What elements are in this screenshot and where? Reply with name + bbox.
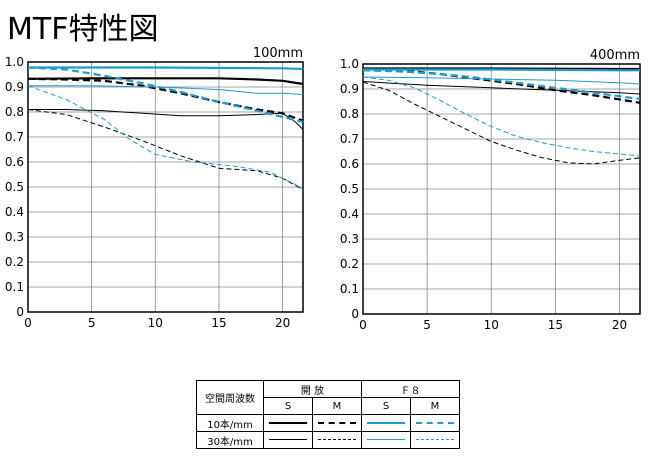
chart1-ytick-label: 0.7 bbox=[5, 130, 24, 144]
legend-swatch-f8-30-s bbox=[361, 431, 411, 449]
chart2-series-open-10-M bbox=[362, 68, 641, 104]
legend-col-open-s: S bbox=[263, 397, 313, 415]
chart2-ytick-label: 0.1 bbox=[340, 282, 359, 296]
chart1-ytick-label: 0.6 bbox=[5, 155, 24, 169]
legend-swatch-open-30-m bbox=[312, 431, 362, 449]
chart2-ytick-label: 0.2 bbox=[340, 257, 359, 271]
chart1-ytick-label: 0.2 bbox=[5, 255, 24, 269]
chart1-series-f8-30-M bbox=[27, 85, 304, 190]
chart1-ytick-label: 0 bbox=[16, 305, 24, 319]
chart1-focal-label: 100mm bbox=[253, 46, 303, 61]
chart2-xtick-label: 15 bbox=[548, 318, 563, 332]
chart1-series-open-30-S bbox=[28, 109, 304, 130]
chart2-ytick-label: 0.5 bbox=[340, 182, 359, 196]
chart2-ytick-label: 0.3 bbox=[340, 232, 359, 246]
chart1-ytick-label: 0.5 bbox=[5, 180, 24, 194]
chart2-series-f8-30-M bbox=[362, 76, 641, 157]
legend-row-30: 30本/mm bbox=[196, 431, 264, 449]
chart1-series-f8-30-S bbox=[28, 85, 304, 95]
chart1-series-open-30-M bbox=[27, 109, 304, 190]
legend-row-header: 空間周波数 bbox=[196, 380, 264, 415]
chart2-xtick-label: 10 bbox=[484, 318, 499, 332]
chart1-xtick-label: 15 bbox=[211, 316, 226, 330]
legend-group-open: 開 放 bbox=[263, 380, 362, 398]
chart1-series-open-10-S bbox=[27, 77, 304, 86]
chart1-ytick-label: 1.0 bbox=[5, 55, 24, 69]
legend-group-f8: Ｆ８ bbox=[361, 380, 460, 398]
chart1-xtick-label: 20 bbox=[275, 316, 290, 330]
legend-swatch-open-30-s bbox=[263, 431, 313, 449]
legend-col-f8-s: S bbox=[361, 397, 411, 415]
chart2-series-f8-10-M bbox=[362, 69, 641, 101]
legend-swatch-open-10-s bbox=[263, 414, 313, 432]
legend-col-f8-m: M bbox=[410, 397, 460, 415]
chart1-ytick-label: 0.4 bbox=[5, 205, 24, 219]
chart2-ytick-label: 0.4 bbox=[340, 207, 359, 221]
chart2-ytick-label: 0.9 bbox=[340, 82, 359, 96]
chart2-ytick-label: 0.7 bbox=[340, 132, 359, 146]
legend-swatch-f8-30-m bbox=[410, 431, 460, 449]
chart1-xtick-label: 10 bbox=[148, 316, 163, 330]
chart2-ytick-label: 0.8 bbox=[340, 107, 359, 121]
legend-row-10: 10本/mm bbox=[196, 414, 264, 432]
chart1-series-f8-10-M bbox=[27, 66, 304, 124]
chart2-frame bbox=[362, 63, 641, 315]
page-title: MTF特性図 bbox=[7, 12, 159, 47]
legend-swatch-f8-10-s bbox=[361, 414, 411, 432]
chart1-series-open-10-M bbox=[27, 77, 304, 122]
chart1-ytick-label: 0.9 bbox=[5, 80, 24, 94]
legend-swatch-f8-10-m bbox=[410, 414, 460, 432]
chart1-ytick-label: 0.8 bbox=[5, 105, 24, 119]
chart1-xtick-label: 0 bbox=[24, 316, 32, 330]
chart2-ytick-label: 0.6 bbox=[340, 157, 359, 171]
chart2-xtick-label: 0 bbox=[359, 318, 367, 332]
legend-table: 空間周波数 開 放 Ｆ８ S M S M 10本/mm 30本/mm bbox=[196, 380, 460, 449]
chart2-series-open-30-M bbox=[362, 81, 641, 165]
chart2-series-f8-30-S bbox=[362, 76, 641, 85]
chart1-ytick-label: 0.1 bbox=[5, 280, 24, 294]
chart2-focal-label: 400mm bbox=[590, 48, 640, 63]
legend-swatch-open-10-m bbox=[312, 414, 362, 432]
chart2-xtick-label: 20 bbox=[612, 318, 627, 332]
chart2-series-f8-10-S bbox=[363, 68, 640, 72]
chart2-ytick-label: 1.0 bbox=[340, 57, 359, 71]
chart1-xtick-label: 5 bbox=[88, 316, 96, 330]
chart2-series-open-30-S bbox=[362, 81, 641, 95]
legend-col-open-m: M bbox=[312, 397, 362, 415]
chart2-xtick-label: 5 bbox=[423, 318, 431, 332]
chart1-frame bbox=[27, 61, 304, 313]
chart1-series-f8-10-S bbox=[28, 66, 304, 71]
chart2-ytick-label: 0 bbox=[351, 307, 359, 321]
chart1-ytick-label: 0.3 bbox=[5, 230, 24, 244]
